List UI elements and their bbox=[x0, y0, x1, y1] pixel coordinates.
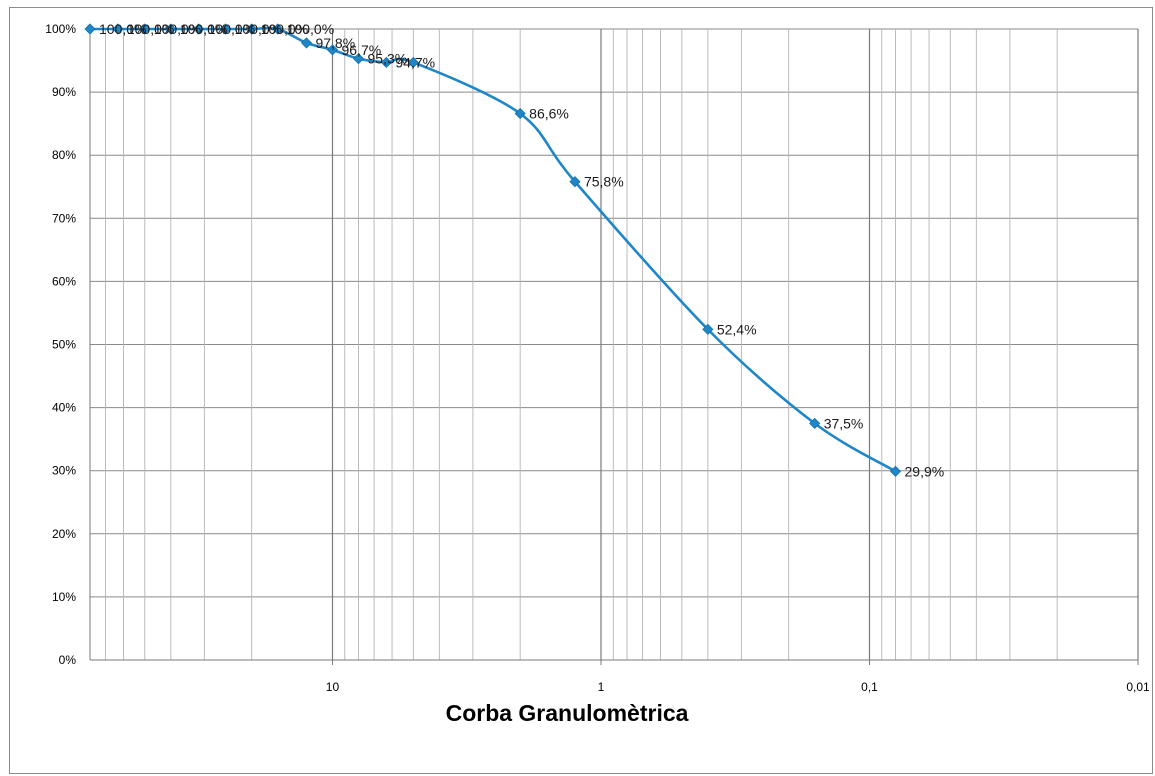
data-label: 100,0% bbox=[261, 21, 308, 37]
data-label: 100,0% bbox=[208, 21, 255, 37]
data-point-marker bbox=[112, 23, 124, 35]
data-point-marker bbox=[514, 107, 526, 120]
y-tick-label: 90% bbox=[52, 85, 76, 99]
data-label: 100,0% bbox=[154, 21, 201, 37]
data-label: 100,0% bbox=[287, 21, 334, 37]
x-tick-label: 1 bbox=[598, 680, 605, 694]
data-label: 100,0% bbox=[127, 21, 174, 37]
data-label: 94,7% bbox=[395, 54, 435, 70]
y-tick-label: 50% bbox=[52, 338, 76, 352]
data-point-marker bbox=[569, 176, 581, 188]
data-point-marker bbox=[193, 23, 205, 35]
data-label: 96,7% bbox=[341, 42, 381, 58]
data-point-marker bbox=[165, 23, 177, 35]
data-label: 95,3% bbox=[368, 51, 408, 67]
y-tick-label: 80% bbox=[52, 148, 76, 162]
data-label: 75,8% bbox=[584, 174, 624, 190]
data-label: 97,8% bbox=[315, 35, 355, 51]
y-tick-label: 40% bbox=[52, 401, 76, 415]
data-label: 100,0% bbox=[235, 21, 282, 37]
data-point-marker bbox=[702, 323, 714, 335]
y-tick-label: 30% bbox=[52, 464, 76, 478]
y-tick-label: 60% bbox=[52, 274, 76, 288]
x-tick-label: 0,1 bbox=[861, 680, 878, 694]
y-tick-label: 100% bbox=[45, 22, 76, 36]
grid-layer bbox=[89, 28, 1139, 661]
data-point-marker bbox=[300, 37, 313, 49]
chart-frame bbox=[9, 7, 1153, 774]
x-tick-label: 0,01 bbox=[1126, 680, 1150, 694]
data-point-marker bbox=[380, 56, 392, 69]
data-point-marker bbox=[220, 23, 232, 35]
data-label: 29,9% bbox=[905, 463, 945, 479]
series-layer bbox=[84, 23, 902, 477]
y-tick-label: 20% bbox=[52, 527, 76, 541]
data-point-marker bbox=[272, 23, 284, 35]
data-label: 37,5% bbox=[824, 415, 864, 431]
data-label: 100,0% bbox=[99, 21, 146, 37]
data-point-marker bbox=[139, 23, 151, 35]
data-label: 52,4% bbox=[717, 321, 757, 337]
x-axis-title: Corba Granulomètrica bbox=[446, 700, 689, 726]
series-line bbox=[89, 26, 897, 473]
x-tick-label: 10 bbox=[326, 680, 340, 694]
data-label: 86,6% bbox=[529, 106, 569, 122]
y-tick-label: 0% bbox=[59, 653, 77, 667]
data-point-marker bbox=[809, 417, 821, 429]
data-point-marker bbox=[246, 23, 258, 35]
y-tick-label: 70% bbox=[52, 211, 76, 225]
label-layer: 100,0%100,0%100,0%100,0%100,0%100,0%100,… bbox=[99, 21, 944, 479]
data-point-marker bbox=[352, 53, 365, 65]
data-point-marker bbox=[326, 44, 339, 56]
data-label: 100,0% bbox=[180, 21, 227, 37]
data-point-marker bbox=[889, 465, 902, 477]
axis-layer: 0% 10% 20% 30% 40% 50% 60% 70% 80% 90% 100% 10 1 0,1 0… bbox=[45, 22, 1150, 694]
y-tick-label: 10% bbox=[52, 590, 76, 604]
data-point-marker bbox=[407, 56, 419, 69]
data-point-marker bbox=[84, 23, 96, 35]
